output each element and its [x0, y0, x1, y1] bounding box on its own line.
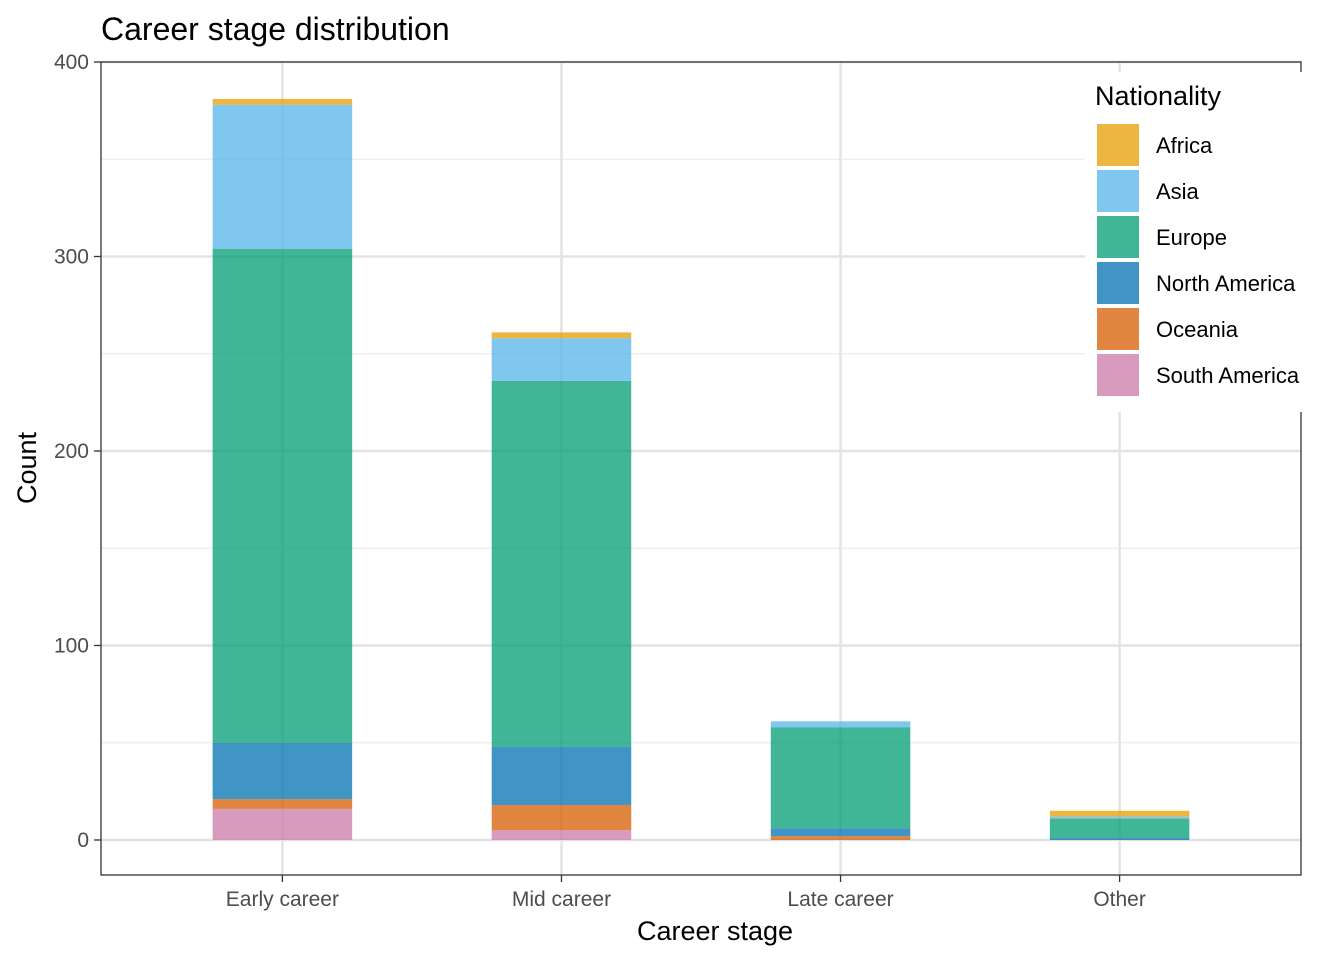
legend-label: Europe [1156, 225, 1227, 250]
axes-layer: 0 100 200 300 400 Early career Mid career Late … [54, 51, 1146, 911]
legend-title: Nationality [1095, 81, 1222, 111]
bar-segment [212, 98, 353, 105]
bar-segment [491, 332, 632, 339]
bar-segment [491, 830, 632, 840]
bar-segment [491, 380, 632, 747]
legend-swatch [1097, 262, 1139, 304]
bar-segment [491, 804, 632, 831]
legend-swatch [1097, 308, 1139, 350]
x-tick-label: Other [1093, 888, 1146, 911]
legend-swatch [1097, 170, 1139, 212]
y-tick-label: 400 [54, 51, 89, 74]
legend: Nationality Africa Asia Europe North Americ… [1085, 72, 1315, 412]
bar-segment [212, 248, 353, 743]
x-tick-label: Early career [226, 888, 339, 911]
plot-panel-border [100, 61, 1302, 876]
y-axis-title: Count [12, 431, 42, 504]
bar-segment [770, 828, 911, 837]
bar-segment [770, 727, 911, 829]
legend-label: Africa [1156, 133, 1213, 158]
bar-segment [1049, 838, 1190, 840]
legend-swatch [1097, 124, 1139, 166]
x-tick-label: Mid career [512, 888, 611, 911]
legend-swatch [1097, 354, 1139, 396]
bar-segment [1049, 818, 1190, 839]
y-tick-label: 0 [77, 829, 89, 852]
legend-swatch [1097, 216, 1139, 258]
legend-label: Oceania [1156, 317, 1239, 342]
y-tick-label: 300 [54, 245, 89, 268]
legend-label: South America [1156, 363, 1300, 388]
bar-segment [491, 746, 632, 805]
bar-segment [1049, 810, 1190, 817]
bar-segment [1049, 816, 1190, 819]
bar-segment [212, 808, 353, 840]
x-axis-title: Career stage [637, 916, 793, 946]
bar-segment [212, 104, 353, 249]
bars-layer [212, 98, 1190, 840]
legend-label: North America [1156, 271, 1296, 296]
y-tick-label: 100 [54, 634, 89, 657]
chart-title: Career stage distribution [101, 11, 450, 47]
bar-segment [212, 799, 353, 809]
y-tick-label: 200 [54, 440, 89, 463]
bar-segment [491, 338, 632, 381]
bar-segment [770, 836, 911, 840]
legend-label: Asia [1156, 179, 1200, 204]
bar-segment [770, 721, 911, 728]
x-tick-label: Late career [787, 888, 893, 911]
bar-segment [212, 742, 353, 800]
